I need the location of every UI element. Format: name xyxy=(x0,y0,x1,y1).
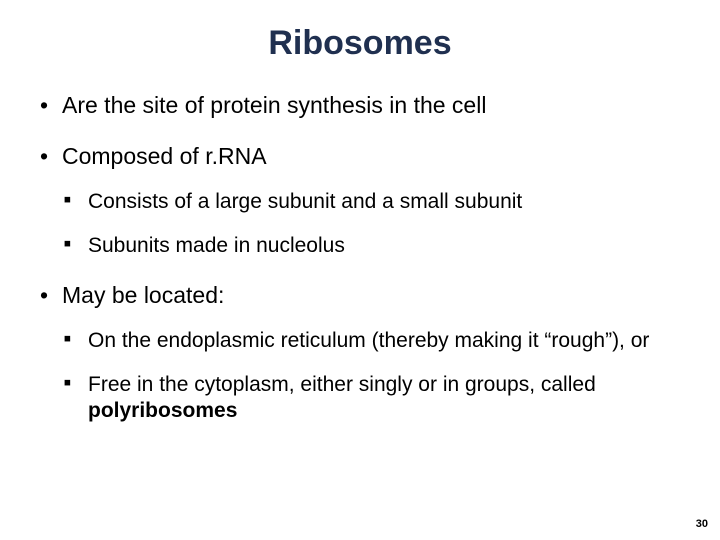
sub-bullet-list: On the endoplasmic reticulum (thereby ma… xyxy=(62,328,684,425)
list-item-text: Free in the cytoplasm, either singly or … xyxy=(88,373,596,396)
slide-title: Ribosomes xyxy=(36,24,684,63)
list-item-bold: polyribosomes xyxy=(88,399,237,422)
list-item-text: Composed of r.RNA xyxy=(62,143,267,169)
list-item: May be located: On the endoplasmic retic… xyxy=(36,281,684,425)
list-item: Free in the cytoplasm, either singly or … xyxy=(62,372,684,425)
list-item-text: Subunits made in nucleolus xyxy=(88,234,345,257)
list-item-text: Consists of a large subunit and a small … xyxy=(88,190,522,213)
list-item-text: On the endoplasmic reticulum (thereby ma… xyxy=(88,329,649,352)
list-item-text: May be located: xyxy=(62,282,224,308)
bullet-list: Are the site of protein synthesis in the… xyxy=(36,91,684,425)
list-item: Composed of r.RNA Consists of a large su… xyxy=(36,142,684,259)
page-number: 30 xyxy=(696,518,708,530)
list-item: On the endoplasmic reticulum (thereby ma… xyxy=(62,328,684,354)
list-item: Consists of a large subunit and a small … xyxy=(62,189,684,215)
sub-bullet-list: Consists of a large subunit and a small … xyxy=(62,189,684,260)
slide: Ribosomes Are the site of protein synthe… xyxy=(0,0,720,540)
list-item: Subunits made in nucleolus xyxy=(62,233,684,259)
list-item-text: Are the site of protein synthesis in the… xyxy=(62,92,486,118)
list-item: Are the site of protein synthesis in the… xyxy=(36,91,684,120)
